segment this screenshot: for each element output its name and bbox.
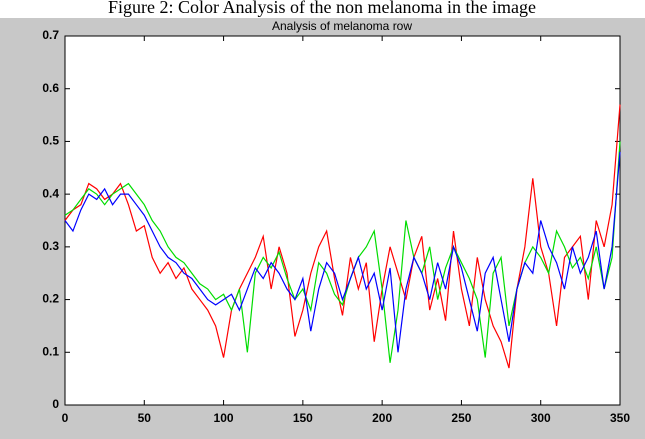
y-tick-label: 0.4 bbox=[42, 186, 59, 200]
x-tick-label: 100 bbox=[214, 411, 234, 425]
x-tick-label: 0 bbox=[62, 411, 69, 425]
x-tick-label: 250 bbox=[451, 411, 471, 425]
y-tick-label: 0.5 bbox=[42, 134, 59, 148]
x-tick-label: 350 bbox=[610, 411, 630, 425]
y-tick-label: 0.7 bbox=[42, 28, 59, 42]
caption: Figure 2: Color Analysis of the non mela… bbox=[108, 0, 536, 17]
x-tick-label: 150 bbox=[293, 411, 313, 425]
y-tick-label: 0.2 bbox=[42, 292, 59, 306]
x-tick-label: 200 bbox=[372, 411, 392, 425]
y-tick-label: 0.3 bbox=[42, 239, 59, 253]
axes bbox=[64, 35, 621, 406]
series-line bbox=[64, 141, 621, 363]
series-line bbox=[64, 151, 621, 353]
y-tick-label: 0.6 bbox=[42, 81, 59, 95]
y-tick-label: 0.1 bbox=[42, 344, 59, 358]
x-tick-label: 50 bbox=[138, 411, 152, 425]
x-tick-label: 300 bbox=[531, 411, 551, 425]
series-line bbox=[64, 104, 621, 369]
chart-title: Analysis of melanoma row bbox=[272, 19, 412, 33]
y-tick-label: 0 bbox=[52, 397, 59, 411]
